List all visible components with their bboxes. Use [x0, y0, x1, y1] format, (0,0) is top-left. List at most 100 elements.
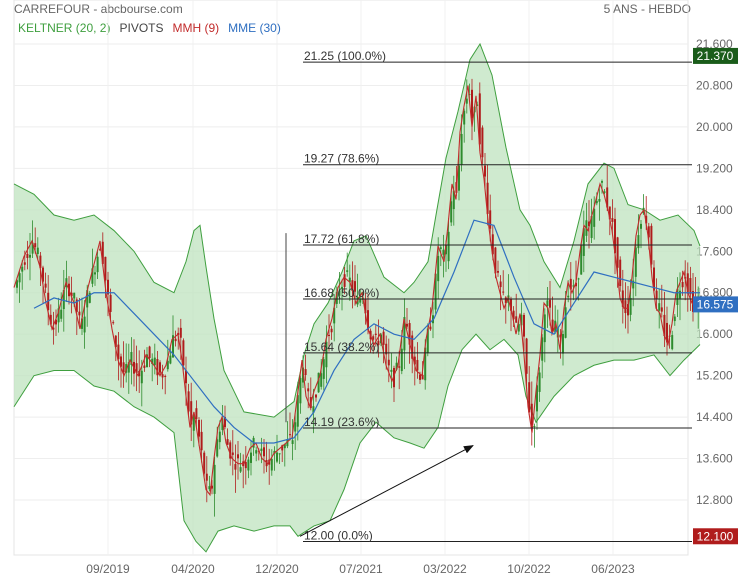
candle-body	[42, 267, 44, 282]
candle-body	[413, 356, 416, 365]
candle-body	[614, 219, 616, 254]
candle-body	[208, 486, 211, 490]
candle-body	[658, 303, 661, 311]
candle-body	[608, 206, 611, 220]
candle-body	[458, 165, 460, 191]
candle-body	[205, 473, 208, 481]
candle-body	[34, 243, 37, 248]
keltner-lower-line	[13, 333, 701, 553]
candle-body	[666, 322, 668, 343]
candle-body	[296, 395, 299, 427]
candle-body	[382, 331, 385, 345]
candle-body	[580, 245, 583, 275]
candle-body	[637, 235, 640, 249]
candle-body	[294, 422, 297, 432]
candle-body	[484, 165, 486, 177]
legend-pivots[interactable]: PIVOTS	[119, 21, 164, 35]
candle-body	[120, 356, 122, 367]
chart-period: 5 ANS - HEBDO	[603, 2, 691, 16]
candle-body	[122, 362, 125, 373]
candle-body	[377, 340, 380, 346]
candle-body	[83, 316, 86, 333]
candle-body	[619, 259, 622, 287]
legend-keltner[interactable]: KELTNER (20, 2)	[18, 21, 111, 35]
candle-body	[359, 298, 362, 303]
candle-body	[270, 458, 273, 471]
candle-body	[354, 281, 356, 292]
candle-body	[416, 359, 419, 371]
candle-body	[250, 452, 252, 463]
candle-body	[278, 453, 281, 455]
candle-body	[302, 367, 304, 383]
candle-body	[502, 291, 505, 293]
candle-body	[588, 221, 590, 227]
candle-body	[187, 391, 190, 412]
candle-body	[140, 370, 143, 384]
chart-title: CARREFOUR - abcbourse.com	[14, 2, 183, 16]
candle-body	[130, 351, 133, 365]
candle-body	[213, 464, 216, 494]
legend-mme[interactable]: MME (30)	[228, 21, 281, 35]
candle-body	[437, 255, 440, 282]
candle-body	[447, 231, 450, 262]
candle-body	[627, 304, 629, 316]
candle-body	[26, 253, 29, 258]
candle-body	[385, 343, 388, 355]
candle-body	[60, 309, 63, 319]
candle-body	[153, 357, 156, 366]
candle-body	[101, 241, 104, 264]
candle-body	[606, 187, 609, 208]
candle-body	[81, 318, 83, 329]
candle-body	[174, 338, 177, 342]
candle-body	[151, 358, 154, 365]
candle-body	[164, 375, 167, 377]
candle-body	[450, 201, 453, 223]
candle-body	[218, 431, 221, 443]
trend-arrow	[299, 445, 474, 537]
y-tick-label: 20.000	[696, 120, 733, 134]
candle-body	[372, 336, 375, 340]
fib-label: 15.64 (38.2%)	[304, 340, 379, 354]
candle-body	[465, 98, 468, 104]
candle-body	[109, 294, 112, 312]
candle-body	[338, 290, 341, 296]
candle-body	[330, 328, 333, 333]
candle-body	[328, 334, 330, 337]
fib-label: 16.68 (50.0%)	[304, 286, 379, 300]
candle-body	[192, 415, 195, 431]
candle-body	[395, 362, 398, 370]
candle-body	[229, 442, 232, 459]
candle-body	[325, 341, 328, 368]
candle-body	[78, 311, 81, 316]
candle-body	[424, 347, 427, 381]
candle-body	[411, 335, 414, 359]
candle-body	[57, 308, 60, 323]
candle-body	[595, 200, 598, 204]
candle-body	[564, 307, 567, 338]
fib-label: 21.25 (100.0%)	[304, 49, 386, 63]
candle-body	[439, 247, 442, 250]
candle-body	[593, 208, 596, 227]
candle-body	[182, 340, 185, 366]
candle-body	[341, 286, 343, 289]
candle-body	[299, 377, 302, 404]
candle-body	[263, 447, 265, 457]
candle-body	[494, 247, 497, 274]
candle-body	[198, 419, 200, 437]
candle-body	[73, 292, 76, 299]
candle-body	[497, 270, 499, 273]
candle-body	[647, 226, 650, 238]
candle-body	[70, 292, 73, 297]
candle-body	[478, 93, 481, 145]
candle-body	[403, 317, 406, 351]
candle-body	[398, 366, 401, 368]
legend-mmh[interactable]: MMH (9)	[172, 21, 220, 35]
candle-body	[260, 448, 263, 452]
mme-line	[33, 219, 700, 444]
candle-body	[460, 133, 463, 165]
candle-body	[135, 363, 138, 373]
candle-body	[367, 310, 369, 331]
candle-body	[169, 355, 172, 364]
fib-label: 17.72 (61.8%)	[304, 232, 379, 246]
